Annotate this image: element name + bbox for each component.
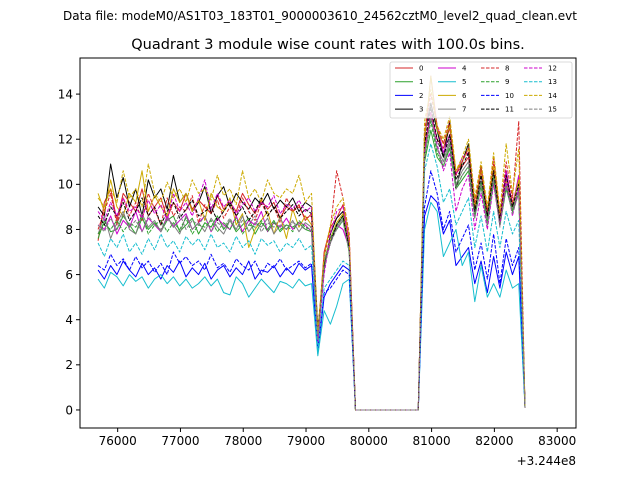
- series-line-5: [97, 201, 526, 411]
- series-line-9: [97, 120, 526, 411]
- y-tick-label: 6: [65, 268, 73, 282]
- x-tick-label: 81000: [413, 434, 451, 448]
- x-tick-label: 79000: [287, 434, 325, 448]
- legend-label-9: 9: [505, 78, 509, 86]
- chart-suptitle: Data file: modeM0/AS1T03_183T01_90000036…: [63, 9, 577, 23]
- y-tick-label: 8: [65, 223, 73, 237]
- series-line-6: [97, 75, 526, 411]
- chart-title: Quadrant 3 module wise count rates with …: [131, 37, 525, 53]
- y-tick-label: 14: [58, 87, 73, 101]
- legend-box: [389, 61, 573, 119]
- legend-label-13: 13: [548, 78, 557, 86]
- legend-label-4: 4: [462, 65, 467, 73]
- legend-label-1: 1: [419, 78, 423, 86]
- legend-label-3: 3: [419, 106, 423, 114]
- series-line-15: [97, 116, 526, 411]
- legend-label-0: 0: [419, 65, 423, 73]
- legend-label-5: 5: [462, 78, 466, 86]
- x-axis: 76000 77000 78000 79000 80000 81000 82000 83000: [99, 428, 576, 448]
- plot-area: [97, 75, 526, 411]
- x-offset-label: +3.244e8: [517, 454, 576, 468]
- x-tick-label: 76000: [99, 434, 137, 448]
- y-axis: 0 2 4 6 8 10 12 14: [58, 87, 80, 417]
- series-line-4: [97, 75, 526, 411]
- axes-frame: [79, 57, 577, 429]
- series-line-13: [97, 143, 526, 411]
- y-tick-label: 2: [65, 358, 73, 372]
- legend-label-14: 14: [548, 92, 557, 100]
- legend-label-10: 10: [505, 92, 514, 100]
- legend-label-11: 11: [505, 106, 514, 114]
- x-tick-label: 77000: [161, 434, 199, 448]
- y-tick-label: 12: [58, 133, 73, 147]
- x-tick-label: 82000: [475, 434, 513, 448]
- series-line-10: [97, 170, 526, 411]
- x-tick-label: 83000: [538, 434, 576, 448]
- series-line-8: [97, 93, 526, 411]
- series-line-12: [97, 111, 526, 411]
- series-line-14: [97, 89, 526, 411]
- legend-label-8: 8: [505, 65, 509, 73]
- legend-label-12: 12: [548, 65, 557, 73]
- y-tick-label: 10: [58, 178, 73, 192]
- legend-label-7: 7: [462, 106, 466, 114]
- x-tick-label: 80000: [350, 434, 388, 448]
- legend-label-6: 6: [462, 92, 467, 100]
- y-tick-label: 0: [65, 403, 73, 417]
- x-tick-label: 78000: [224, 434, 262, 448]
- legend-label-2: 2: [419, 92, 423, 100]
- legend-label-15: 15: [548, 106, 557, 114]
- y-tick-label: 4: [65, 313, 73, 327]
